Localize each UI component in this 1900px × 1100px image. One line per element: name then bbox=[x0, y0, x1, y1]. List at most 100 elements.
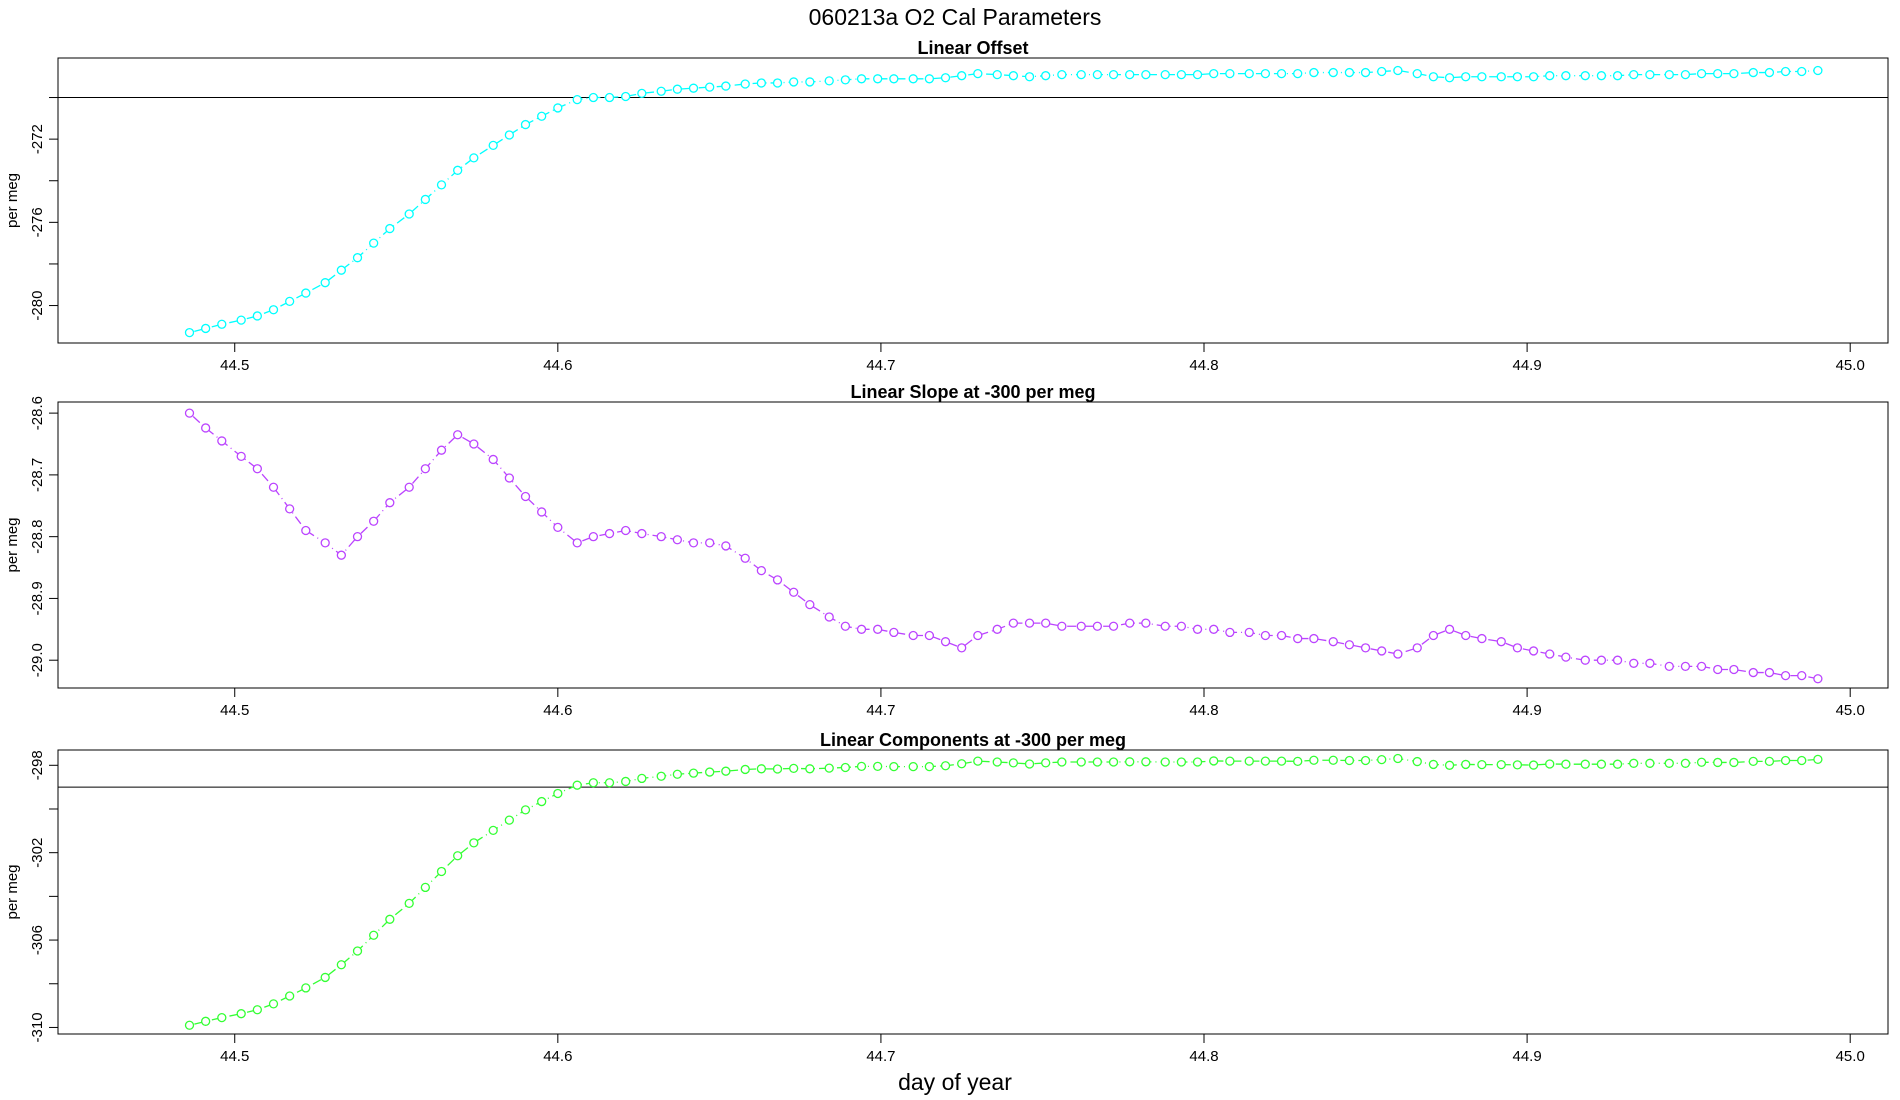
data-point bbox=[1629, 658, 1639, 668]
data-point bbox=[1813, 754, 1823, 765]
data-point bbox=[1629, 758, 1639, 768]
data-point bbox=[404, 898, 414, 909]
data-point bbox=[184, 327, 195, 338]
data-point bbox=[1748, 667, 1758, 678]
data-point bbox=[453, 851, 463, 861]
x-tick-label: 45.0 bbox=[1836, 1048, 1865, 1065]
data-point bbox=[957, 759, 967, 769]
data-point bbox=[1612, 71, 1623, 81]
data-point bbox=[217, 1012, 227, 1023]
data-point bbox=[721, 541, 731, 551]
data-point bbox=[453, 430, 463, 440]
data-point bbox=[856, 624, 867, 634]
data-point bbox=[1680, 758, 1691, 768]
data-point bbox=[488, 825, 498, 836]
data-point bbox=[840, 621, 851, 631]
data-point bbox=[1360, 67, 1371, 78]
data-point bbox=[1041, 71, 1051, 81]
data-point bbox=[1461, 72, 1471, 82]
data-point bbox=[1428, 759, 1439, 770]
data-point bbox=[1412, 68, 1422, 79]
data-point bbox=[873, 624, 883, 634]
data-point bbox=[420, 464, 431, 474]
data-point bbox=[873, 761, 883, 772]
data-point bbox=[1664, 69, 1674, 80]
data-point bbox=[1276, 68, 1287, 79]
data-point bbox=[553, 788, 563, 799]
data-point bbox=[1680, 69, 1691, 80]
data-point bbox=[637, 528, 647, 539]
data-point bbox=[504, 473, 515, 483]
data-point bbox=[1057, 69, 1067, 80]
data-point bbox=[588, 778, 599, 788]
data-point bbox=[553, 522, 563, 533]
data-point bbox=[336, 960, 347, 970]
data-point bbox=[1444, 73, 1455, 83]
data-point bbox=[588, 532, 599, 542]
data-point bbox=[824, 612, 834, 622]
data-point bbox=[268, 999, 279, 1009]
x-tick-label: 44.8 bbox=[1189, 1048, 1218, 1065]
data-point bbox=[740, 79, 750, 89]
data-point bbox=[889, 74, 899, 84]
data-point bbox=[1244, 627, 1254, 638]
data-point bbox=[1393, 649, 1403, 659]
data-point bbox=[469, 153, 479, 163]
x-tick-label: 44.8 bbox=[1189, 702, 1218, 719]
data-point bbox=[1645, 658, 1655, 668]
data-point bbox=[1461, 759, 1471, 770]
data-point bbox=[1596, 71, 1607, 81]
data-point bbox=[301, 525, 311, 536]
x-tick-label: 44.5 bbox=[220, 357, 249, 374]
data-point bbox=[404, 482, 414, 492]
data-point bbox=[1512, 643, 1523, 653]
data-point bbox=[369, 516, 379, 526]
data-point bbox=[336, 550, 347, 560]
plot-frame bbox=[57, 401, 1889, 689]
data-point bbox=[688, 768, 699, 778]
data-point bbox=[705, 767, 715, 777]
data-point bbox=[840, 75, 851, 85]
data-point bbox=[924, 74, 935, 84]
data-point bbox=[320, 538, 330, 548]
data-point bbox=[1545, 71, 1555, 81]
x-tick-label: 44.6 bbox=[543, 1048, 572, 1065]
data-point bbox=[873, 74, 883, 84]
data-point bbox=[1344, 640, 1355, 650]
data-point bbox=[1412, 756, 1422, 767]
data-point bbox=[1412, 643, 1422, 653]
data-point bbox=[992, 757, 1002, 767]
data-point bbox=[217, 319, 227, 329]
x-tick-label: 45.0 bbox=[1836, 702, 1865, 719]
data-point bbox=[1360, 643, 1371, 653]
data-point bbox=[1276, 630, 1287, 641]
data-point bbox=[453, 165, 463, 175]
data-point bbox=[740, 764, 750, 775]
data-point bbox=[688, 83, 699, 93]
data-point bbox=[824, 763, 834, 773]
data-point bbox=[1057, 621, 1067, 631]
data-point bbox=[940, 761, 951, 771]
data-point bbox=[772, 764, 783, 774]
data-point bbox=[940, 637, 951, 647]
data-point bbox=[1748, 756, 1758, 767]
y-axis-label: per meg bbox=[4, 864, 21, 919]
data-point bbox=[252, 1005, 262, 1015]
data-point bbox=[301, 288, 311, 298]
y-axis-label: per meg bbox=[4, 173, 21, 228]
data-point bbox=[1092, 621, 1103, 631]
y-tick-label: -298 bbox=[29, 750, 46, 780]
data-point bbox=[1192, 757, 1203, 767]
data-point bbox=[1729, 757, 1739, 768]
y-tick-label: -306 bbox=[29, 925, 46, 955]
data-point bbox=[908, 630, 918, 641]
data-point bbox=[1528, 72, 1539, 82]
data-point bbox=[1813, 674, 1823, 684]
x-tick-label: 44.5 bbox=[220, 1048, 249, 1065]
data-point bbox=[789, 77, 799, 87]
data-point bbox=[1008, 71, 1019, 81]
x-tick-label: 44.7 bbox=[866, 357, 895, 374]
data-point bbox=[924, 761, 935, 772]
